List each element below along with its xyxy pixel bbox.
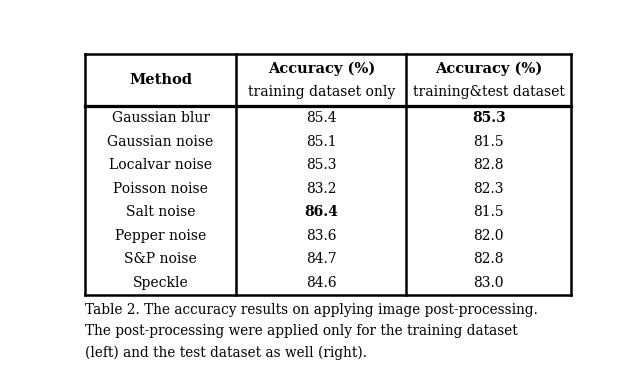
Text: 85.4: 85.4 bbox=[306, 111, 337, 125]
Text: 81.5: 81.5 bbox=[474, 135, 504, 149]
Text: 82.8: 82.8 bbox=[474, 252, 504, 266]
Text: Pepper noise: Pepper noise bbox=[115, 229, 206, 243]
Text: Accuracy (%): Accuracy (%) bbox=[435, 61, 542, 76]
Text: Salt noise: Salt noise bbox=[126, 205, 195, 219]
Text: S&P noise: S&P noise bbox=[124, 252, 197, 266]
Text: Gaussian blur: Gaussian blur bbox=[111, 111, 210, 125]
Text: training dataset only: training dataset only bbox=[248, 85, 395, 99]
Text: 85.3: 85.3 bbox=[472, 111, 506, 125]
Text: 82.0: 82.0 bbox=[474, 229, 504, 243]
Text: 81.5: 81.5 bbox=[474, 205, 504, 219]
Text: Poisson noise: Poisson noise bbox=[113, 182, 208, 196]
Text: 84.7: 84.7 bbox=[306, 252, 337, 266]
Text: Accuracy (%): Accuracy (%) bbox=[268, 61, 375, 76]
Text: 85.1: 85.1 bbox=[306, 135, 337, 149]
Text: Localvar noise: Localvar noise bbox=[109, 158, 212, 172]
Text: 83.0: 83.0 bbox=[474, 276, 504, 290]
Text: Speckle: Speckle bbox=[132, 276, 188, 290]
Text: The post-processing were applied only for the training dataset: The post-processing were applied only fo… bbox=[85, 324, 518, 338]
Text: 86.4: 86.4 bbox=[305, 205, 339, 219]
Text: 83.2: 83.2 bbox=[306, 182, 337, 196]
Text: Method: Method bbox=[129, 73, 192, 87]
Text: 83.6: 83.6 bbox=[306, 229, 337, 243]
Text: Gaussian noise: Gaussian noise bbox=[108, 135, 214, 149]
Text: Table 2. The accuracy results on applying image post-processing.: Table 2. The accuracy results on applyin… bbox=[85, 302, 538, 316]
Text: 84.6: 84.6 bbox=[306, 276, 337, 290]
Text: 82.3: 82.3 bbox=[474, 182, 504, 196]
Text: (left) and the test dataset as well (right).: (left) and the test dataset as well (rig… bbox=[85, 346, 367, 360]
Text: 82.8: 82.8 bbox=[474, 158, 504, 172]
Text: training&test dataset: training&test dataset bbox=[413, 85, 564, 99]
Text: 85.3: 85.3 bbox=[306, 158, 337, 172]
